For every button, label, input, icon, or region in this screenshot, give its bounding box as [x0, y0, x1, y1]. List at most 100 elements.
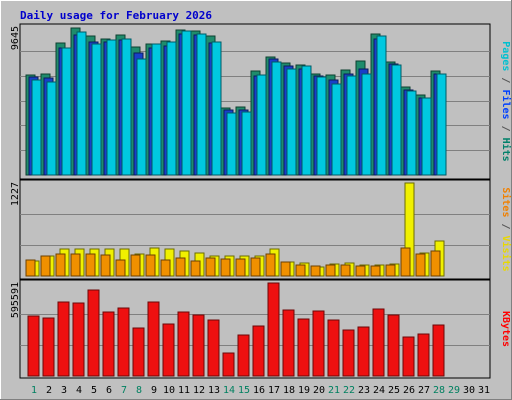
bar-kbytes	[312, 310, 325, 377]
x-tick-label: 22	[343, 385, 355, 396]
legend-entry: /	[500, 120, 511, 138]
bar-pages	[166, 41, 177, 176]
bar-pages	[31, 79, 42, 176]
bar-sites	[115, 259, 126, 277]
x-tick-label: 11	[178, 385, 190, 396]
bar-sites	[235, 258, 246, 277]
x-tick-label: 1	[31, 385, 37, 396]
bar-sites	[55, 253, 66, 277]
x-tick-label: 2	[46, 385, 52, 396]
x-tick-label: 13	[208, 385, 220, 396]
bar-kbytes	[267, 282, 280, 377]
bar-kbytes	[282, 309, 295, 377]
bar-sites	[355, 265, 366, 277]
bar-pages	[121, 38, 132, 176]
bar-kbytes	[132, 327, 145, 377]
x-tick-label: 31	[478, 385, 490, 396]
y-axis-max-label: 1227	[10, 182, 21, 206]
bar-sites	[70, 253, 81, 277]
x-tick-label: 28	[433, 385, 445, 396]
panels-layer: 9645 Pages / Files / Hits 1227 Sites / Visi…	[10, 23, 512, 379]
bar-sites	[220, 258, 231, 277]
bar-sites	[190, 260, 201, 277]
bar-pages	[436, 73, 447, 176]
legend-kbytes: KBytes	[500, 311, 511, 347]
bar-pages	[136, 58, 147, 176]
legend-entry: Sites	[500, 187, 512, 217]
bar-kbytes	[87, 289, 100, 377]
bar-kbytes	[27, 315, 40, 377]
x-axis-tick-labels: 1 2 3 4 5 6 7 8 9 10 11 12 13 14 15 16 17 18 19 20 21 22 23 24 2…	[31, 385, 490, 396]
bar-sites	[175, 257, 186, 277]
bar-sites	[100, 254, 111, 277]
x-tick-label: 21	[328, 385, 340, 396]
bar-kbytes	[222, 352, 235, 377]
panel-visits: 1227 Sites / Visits	[10, 179, 512, 280]
bar-sites	[295, 264, 306, 277]
x-tick-label: 3	[61, 385, 67, 396]
bar-kbytes	[177, 311, 190, 377]
bar-sites	[400, 247, 411, 277]
x-tick-label: 4	[76, 385, 82, 396]
panel-kbytes: 595591 KBytes	[10, 279, 511, 379]
bar-pages	[211, 41, 222, 176]
x-tick-label: 20	[313, 385, 325, 396]
bar-pages	[196, 33, 207, 176]
x-tick-label: 27	[418, 385, 430, 396]
x-tick-label: 19	[298, 385, 310, 396]
bar-kbytes	[162, 323, 175, 377]
bar-sites	[145, 254, 156, 277]
bar-pages	[406, 90, 417, 176]
bar-sites	[325, 264, 336, 277]
bar-pages	[181, 30, 192, 176]
bar-kbytes	[417, 333, 430, 377]
x-tick-label: 6	[106, 385, 112, 396]
bar-kbytes	[207, 319, 220, 377]
x-tick-label: 14	[223, 385, 235, 396]
bar-kbytes	[387, 314, 400, 377]
legend-entry: KBytes	[500, 311, 511, 347]
bar-kbytes	[147, 301, 160, 377]
bars-kbytes	[27, 282, 445, 377]
bar-kbytes	[42, 317, 55, 377]
series-sites	[25, 247, 441, 277]
legend-entry: Hits	[500, 138, 512, 162]
x-tick-label: 12	[193, 385, 205, 396]
bars-hits	[25, 27, 447, 176]
bar-kbytes	[372, 308, 385, 377]
y-axis-max-label: 595591	[10, 282, 21, 318]
bar-pages	[151, 43, 162, 176]
bar-sites	[160, 259, 171, 277]
bar-pages	[361, 73, 372, 176]
bar-kbytes	[357, 326, 370, 377]
bar-pages	[106, 39, 117, 176]
legend-hits: Pages / Files / Hits	[500, 41, 512, 161]
bar-pages	[61, 47, 72, 176]
bar-sites	[25, 259, 36, 277]
bar-pages	[376, 35, 387, 176]
bar-kbytes	[342, 329, 355, 377]
bar-kbytes	[402, 336, 415, 377]
bar-pages	[301, 65, 312, 176]
x-tick-label: 25	[388, 385, 400, 396]
bar-pages	[91, 43, 102, 176]
legend-visits: Sites / Visits	[500, 187, 512, 271]
series-pages	[31, 30, 447, 176]
bar-kbytes	[117, 307, 130, 377]
bar-pages	[421, 97, 432, 176]
bar-kbytes	[237, 334, 250, 377]
bar-pages	[316, 76, 327, 176]
x-tick-label: 30	[463, 385, 475, 396]
bar-kbytes	[432, 324, 445, 377]
bar-sites	[250, 257, 261, 277]
bar-sites	[205, 257, 216, 277]
x-tick-label: 9	[151, 385, 157, 396]
x-tick-label: 7	[121, 385, 127, 396]
bar-kbytes	[327, 319, 340, 377]
x-tick-label: 17	[268, 385, 280, 396]
x-tick-label: 23	[358, 385, 370, 396]
x-tick-label: 8	[136, 385, 142, 396]
y-axis-max-label: 9645	[10, 26, 21, 50]
bars-visits	[25, 182, 445, 277]
